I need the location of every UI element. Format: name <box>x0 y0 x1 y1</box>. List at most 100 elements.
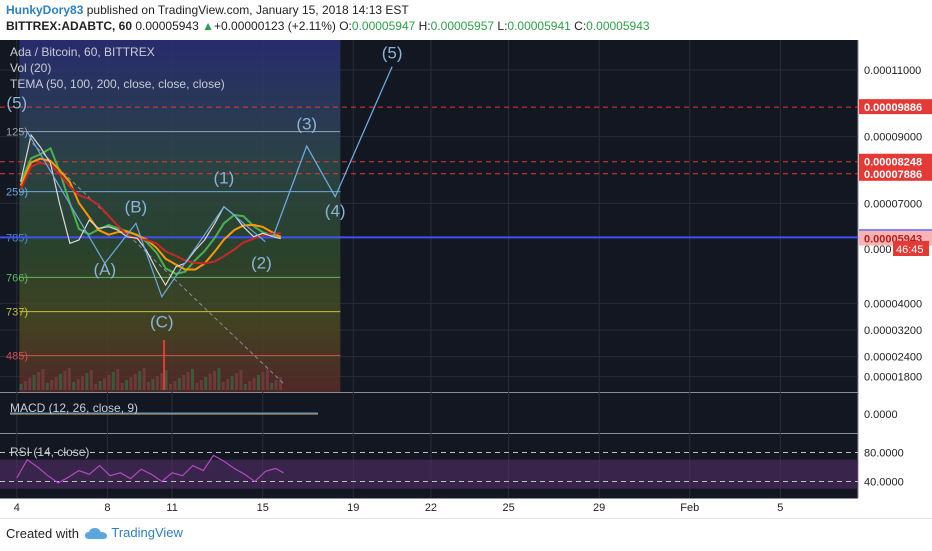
wave-label: (3) <box>296 114 317 133</box>
price-tick-label: 0.00002400 <box>864 352 922 364</box>
ohlc-high-value: 0.00005957 <box>430 19 495 33</box>
time-tick-label: 19 <box>347 502 359 514</box>
price-tick-label: 0.00001800 <box>864 372 922 384</box>
fib-level-label: 766) <box>6 272 28 284</box>
time-tick-label: 11 <box>166 502 177 514</box>
axis-labels: 0.00011000 0.00009000 0.00007000 0.00004000… <box>14 65 932 514</box>
price-label: 0.00008248 <box>864 157 922 169</box>
volume-bar <box>72 382 76 390</box>
volume-bar <box>50 380 54 390</box>
time-tick-label: 4 <box>14 502 20 514</box>
volume-bar <box>208 374 212 390</box>
volume-bar <box>199 380 203 390</box>
time-tick-label: 8 <box>104 502 110 514</box>
volume-bar <box>103 378 107 390</box>
projection-line <box>272 66 393 237</box>
change-arrow-icon: ▲ <box>202 19 214 33</box>
volume-bar <box>177 378 181 390</box>
volume-bar <box>138 371 142 390</box>
volume-bar <box>63 371 67 390</box>
volume-bar <box>235 373 239 390</box>
last-price: 0.00005943 <box>135 19 199 33</box>
rsi-series <box>0 452 858 489</box>
volume-bar <box>274 380 278 390</box>
price-label-bg <box>859 153 932 169</box>
price-label-bg <box>859 99 932 115</box>
volume-bar <box>116 369 120 390</box>
countdown-price: 0.000 <box>864 244 892 256</box>
volume-bar <box>107 375 111 390</box>
volume-bar <box>279 377 283 390</box>
symbol-label: BITTREX:ADABTC, 60 <box>6 19 133 33</box>
volume-bar <box>243 384 247 390</box>
volume-bar <box>182 375 186 390</box>
price-label: 0.00009886 <box>864 102 922 114</box>
rsi-tick-label: 80.0000 <box>864 448 904 460</box>
fib-level-label: 737) <box>6 307 28 319</box>
volume-bar <box>217 368 221 390</box>
volume-bar <box>59 374 63 390</box>
projection-path <box>272 66 393 237</box>
published-text: published on TradingView.com, January 15… <box>86 3 409 17</box>
macd-series <box>10 412 318 415</box>
volume-bar <box>85 373 89 390</box>
volume-bar <box>169 384 173 390</box>
ohlc-high-label: H: <box>418 19 431 33</box>
fib-level-label: 259) <box>6 187 28 199</box>
volume-bar <box>195 383 199 390</box>
fib-level-label: 485) <box>6 351 28 363</box>
volume-bars <box>19 340 283 390</box>
volume-bar <box>19 384 23 390</box>
volume-bar <box>204 377 208 390</box>
volume-bar <box>120 383 124 390</box>
rsi-band <box>0 459 858 489</box>
price-change: +0.00000123 (+2.11%) <box>214 19 336 33</box>
tradingview-brand[interactable]: TradingView <box>84 525 183 541</box>
price-label: 0.00007886 <box>864 169 922 181</box>
volume-bar <box>89 370 93 390</box>
volume-bar <box>133 374 137 390</box>
price-tick-label: 0.00003200 <box>864 325 922 337</box>
legend-macd: MACD (12, 26, close, 9) <box>10 401 138 415</box>
header-line-2: BITTREX:ADABTC, 60 0.00005943 ▲+0.000001… <box>6 19 650 33</box>
volume-bar <box>226 379 230 390</box>
volume-bar <box>213 371 217 390</box>
volume-bar <box>248 381 252 390</box>
chart-canvas[interactable]: 125)259)785)766)737)485) (5)(A)(B)(C)(1)… <box>0 40 932 518</box>
price-tick-label: 0.00004000 <box>864 298 922 310</box>
time-tick-label: 25 <box>502 502 514 514</box>
tema-line <box>19 157 282 271</box>
ohlc-open-label: O: <box>339 19 352 33</box>
volume-bar <box>98 381 102 390</box>
volume-bar <box>32 375 36 390</box>
volume-bar <box>257 375 261 390</box>
wave-label: (A) <box>93 260 116 279</box>
volume-bar <box>239 370 243 390</box>
time-tick-label: 22 <box>425 502 437 514</box>
fib-zone <box>19 40 341 392</box>
volume-bar <box>45 383 49 390</box>
volume-bar <box>111 372 115 390</box>
overlay-lines: 125)259)785)766)737)485) <box>0 106 858 384</box>
tradingview-cloud-icon <box>85 527 107 539</box>
volume-bar <box>191 369 195 390</box>
ohlc-open-value: 0.00005947 <box>351 19 416 33</box>
wave-label: (1) <box>213 168 234 187</box>
countdown-bg <box>893 241 929 256</box>
time-tick-label: 29 <box>593 502 605 514</box>
volume-bar <box>129 377 133 390</box>
time-tick-label: 15 <box>257 502 269 514</box>
volume-spike <box>163 340 166 390</box>
ohlc-low-value: 0.00005941 <box>507 19 571 33</box>
volume-bar <box>41 369 45 390</box>
volume-bar <box>221 382 225 390</box>
price-series <box>20 131 281 299</box>
header-line-1: HunkyDory83 published on TradingView.com… <box>6 3 409 17</box>
wave-label: (5) <box>6 93 27 112</box>
volume-bar <box>125 380 129 390</box>
volume-bar <box>94 384 98 390</box>
volume-bar <box>28 378 32 390</box>
price-tick-label: 0.00009000 <box>864 132 922 144</box>
price-label-bg <box>859 165 932 181</box>
author-link[interactable]: HunkyDory83 <box>6 3 84 17</box>
